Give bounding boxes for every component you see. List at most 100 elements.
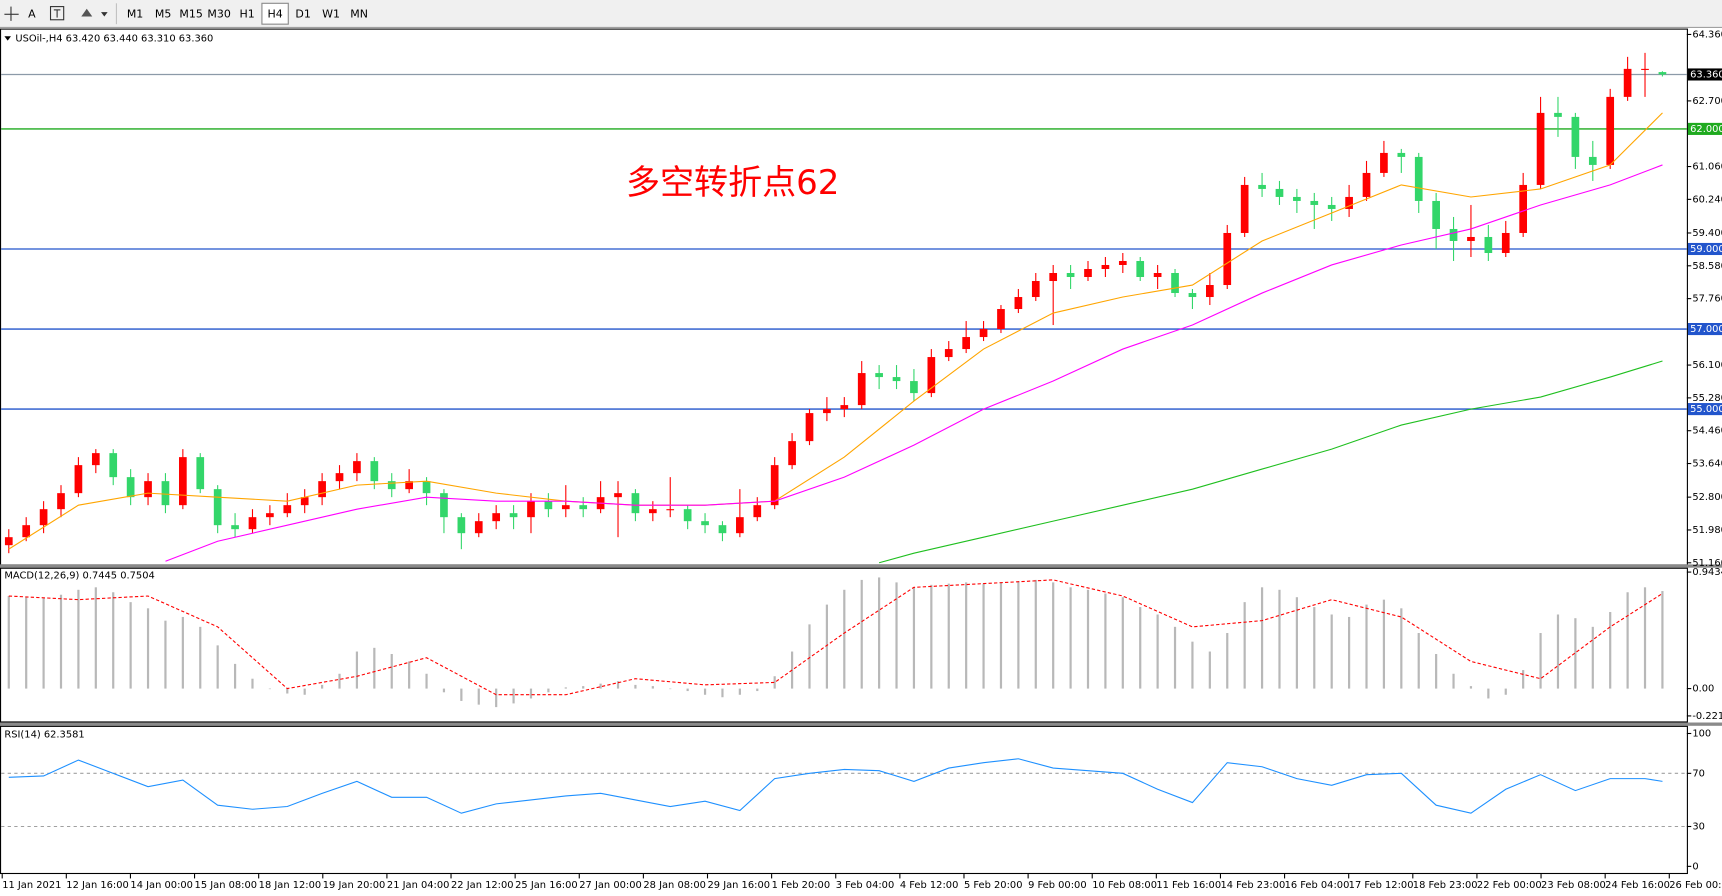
label-tool[interactable]: [49, 6, 65, 21]
y-tick-label: 30: [1692, 821, 1705, 832]
candle-body: [1432, 200, 1440, 229]
panels: [0, 28, 1722, 875]
text-tool[interactable]: A: [28, 7, 36, 20]
candle-body: [1414, 156, 1423, 201]
macd-bar: [1400, 608, 1403, 689]
candle-body: [544, 501, 553, 510]
timeframe-button[interactable]: M5: [155, 7, 171, 20]
timeframe-button[interactable]: H1: [239, 7, 254, 20]
candle-body: [39, 509, 48, 526]
timeframe-button[interactable]: M30: [207, 7, 230, 20]
shapes-menu[interactable]: [81, 8, 108, 17]
timeframe-button[interactable]: H4: [267, 7, 282, 20]
y-tick-label: 70: [1692, 768, 1705, 779]
candle-body: [527, 501, 535, 518]
macd-bar: [1348, 616, 1351, 689]
macd-bar: [1330, 614, 1333, 689]
macd-bar: [669, 688, 672, 690]
annotation: 多空转折点62: [626, 163, 839, 203]
candle-body: [701, 521, 709, 526]
timeframe-button[interactable]: W1: [322, 7, 340, 20]
timeframe-button[interactable]: M15: [179, 7, 202, 20]
x-tick-label: 10 Feb 08:00: [1092, 880, 1157, 891]
macd-bar: [1591, 626, 1594, 689]
toolbar: A M1 M5 M15 M30 H1 H4 D1 W1 MN: [0, 0, 1722, 29]
candle-body: [492, 513, 501, 522]
moving-average: [8, 112, 1663, 550]
macd-bar: [164, 620, 167, 689]
macd-bar: [1574, 618, 1577, 689]
candle-body: [614, 493, 622, 498]
macd-bar: [860, 579, 863, 689]
candle-body: [1362, 172, 1371, 197]
macd-bar: [808, 624, 811, 689]
candle-body: [474, 521, 483, 534]
candle-body: [91, 453, 100, 466]
candle-body: [1240, 184, 1249, 233]
candle-body: [4, 537, 13, 546]
dropdown-arrow: [101, 12, 108, 17]
x-tick-label: 17 Feb 12:00: [1349, 880, 1414, 891]
macd-bar: [616, 681, 620, 689]
candle-body: [405, 481, 413, 490]
active-button[interactable]: [261, 2, 289, 25]
macd-bar: [477, 688, 480, 705]
y-tick-label: 62.700: [1692, 96, 1722, 107]
x-tick-label: 22 Feb 00:00: [1477, 880, 1542, 891]
x-tick-label: 14 Jan 00:00: [130, 880, 193, 891]
candle-body: [1536, 112, 1545, 185]
macd-bar: [373, 647, 376, 689]
moving-average: [878, 360, 1663, 564]
toolbar-bg: [0, 0, 1722, 28]
candle-body: [144, 481, 152, 498]
macd-bar: [251, 678, 254, 689]
macd-bar: [1556, 614, 1560, 689]
macd-bar: [1643, 587, 1647, 689]
x-tick-label: 18 Jan 12:00: [259, 880, 322, 891]
symbol-menu-arrow[interactable]: [4, 36, 11, 41]
candle-body: [875, 373, 883, 378]
macd-bar: [77, 589, 80, 689]
x-tick-label: 11 Jan 2021: [2, 880, 61, 891]
candle-body: [248, 517, 257, 530]
candle-body: [1275, 188, 1284, 197]
y-tick-label: 52.800: [1692, 492, 1722, 503]
macd-bar: [965, 582, 968, 689]
macd-bar: [233, 663, 237, 689]
candle-body: [1606, 96, 1615, 165]
candle-body: [1188, 293, 1197, 298]
candle-body: [1031, 281, 1040, 298]
candle-body: [74, 465, 83, 494]
candle-body: [1484, 236, 1493, 253]
macd-bar: [390, 654, 393, 689]
macd-bar: [825, 604, 828, 689]
candle-body: [561, 505, 570, 510]
macd-bar: [442, 688, 446, 693]
candle-body: [1588, 156, 1597, 165]
macd-bar: [1365, 604, 1368, 689]
candle-body: [1327, 204, 1336, 209]
crosshair-icon[interactable]: [3, 5, 20, 22]
candle-body: [1641, 68, 1649, 70]
y-tick-label: 61.060: [1692, 162, 1722, 173]
macd-bar: [1034, 579, 1037, 689]
macd-bar: [268, 688, 271, 690]
macd-bar: [25, 597, 28, 689]
candle-body: [161, 481, 170, 506]
timeframe-button[interactable]: MN: [350, 7, 368, 20]
macd-bar: [686, 688, 689, 692]
y-tick-label: 60.240: [1692, 194, 1722, 205]
candle-body: [1153, 273, 1162, 278]
timeframe-button[interactable]: D1: [295, 7, 310, 20]
candle-body: [1449, 228, 1458, 241]
y-tick-label: 53.640: [1692, 459, 1722, 470]
candle-body: [1258, 184, 1266, 189]
macd-bar: [1017, 581, 1020, 689]
macd-bar: [1191, 641, 1194, 689]
macd-bar: [286, 688, 289, 694]
timeframe-button[interactable]: M1: [127, 7, 143, 20]
candle-body: [387, 481, 396, 490]
macd-bar: [547, 688, 550, 693]
macd-bar: [1382, 599, 1386, 689]
candle-body: [962, 337, 970, 350]
